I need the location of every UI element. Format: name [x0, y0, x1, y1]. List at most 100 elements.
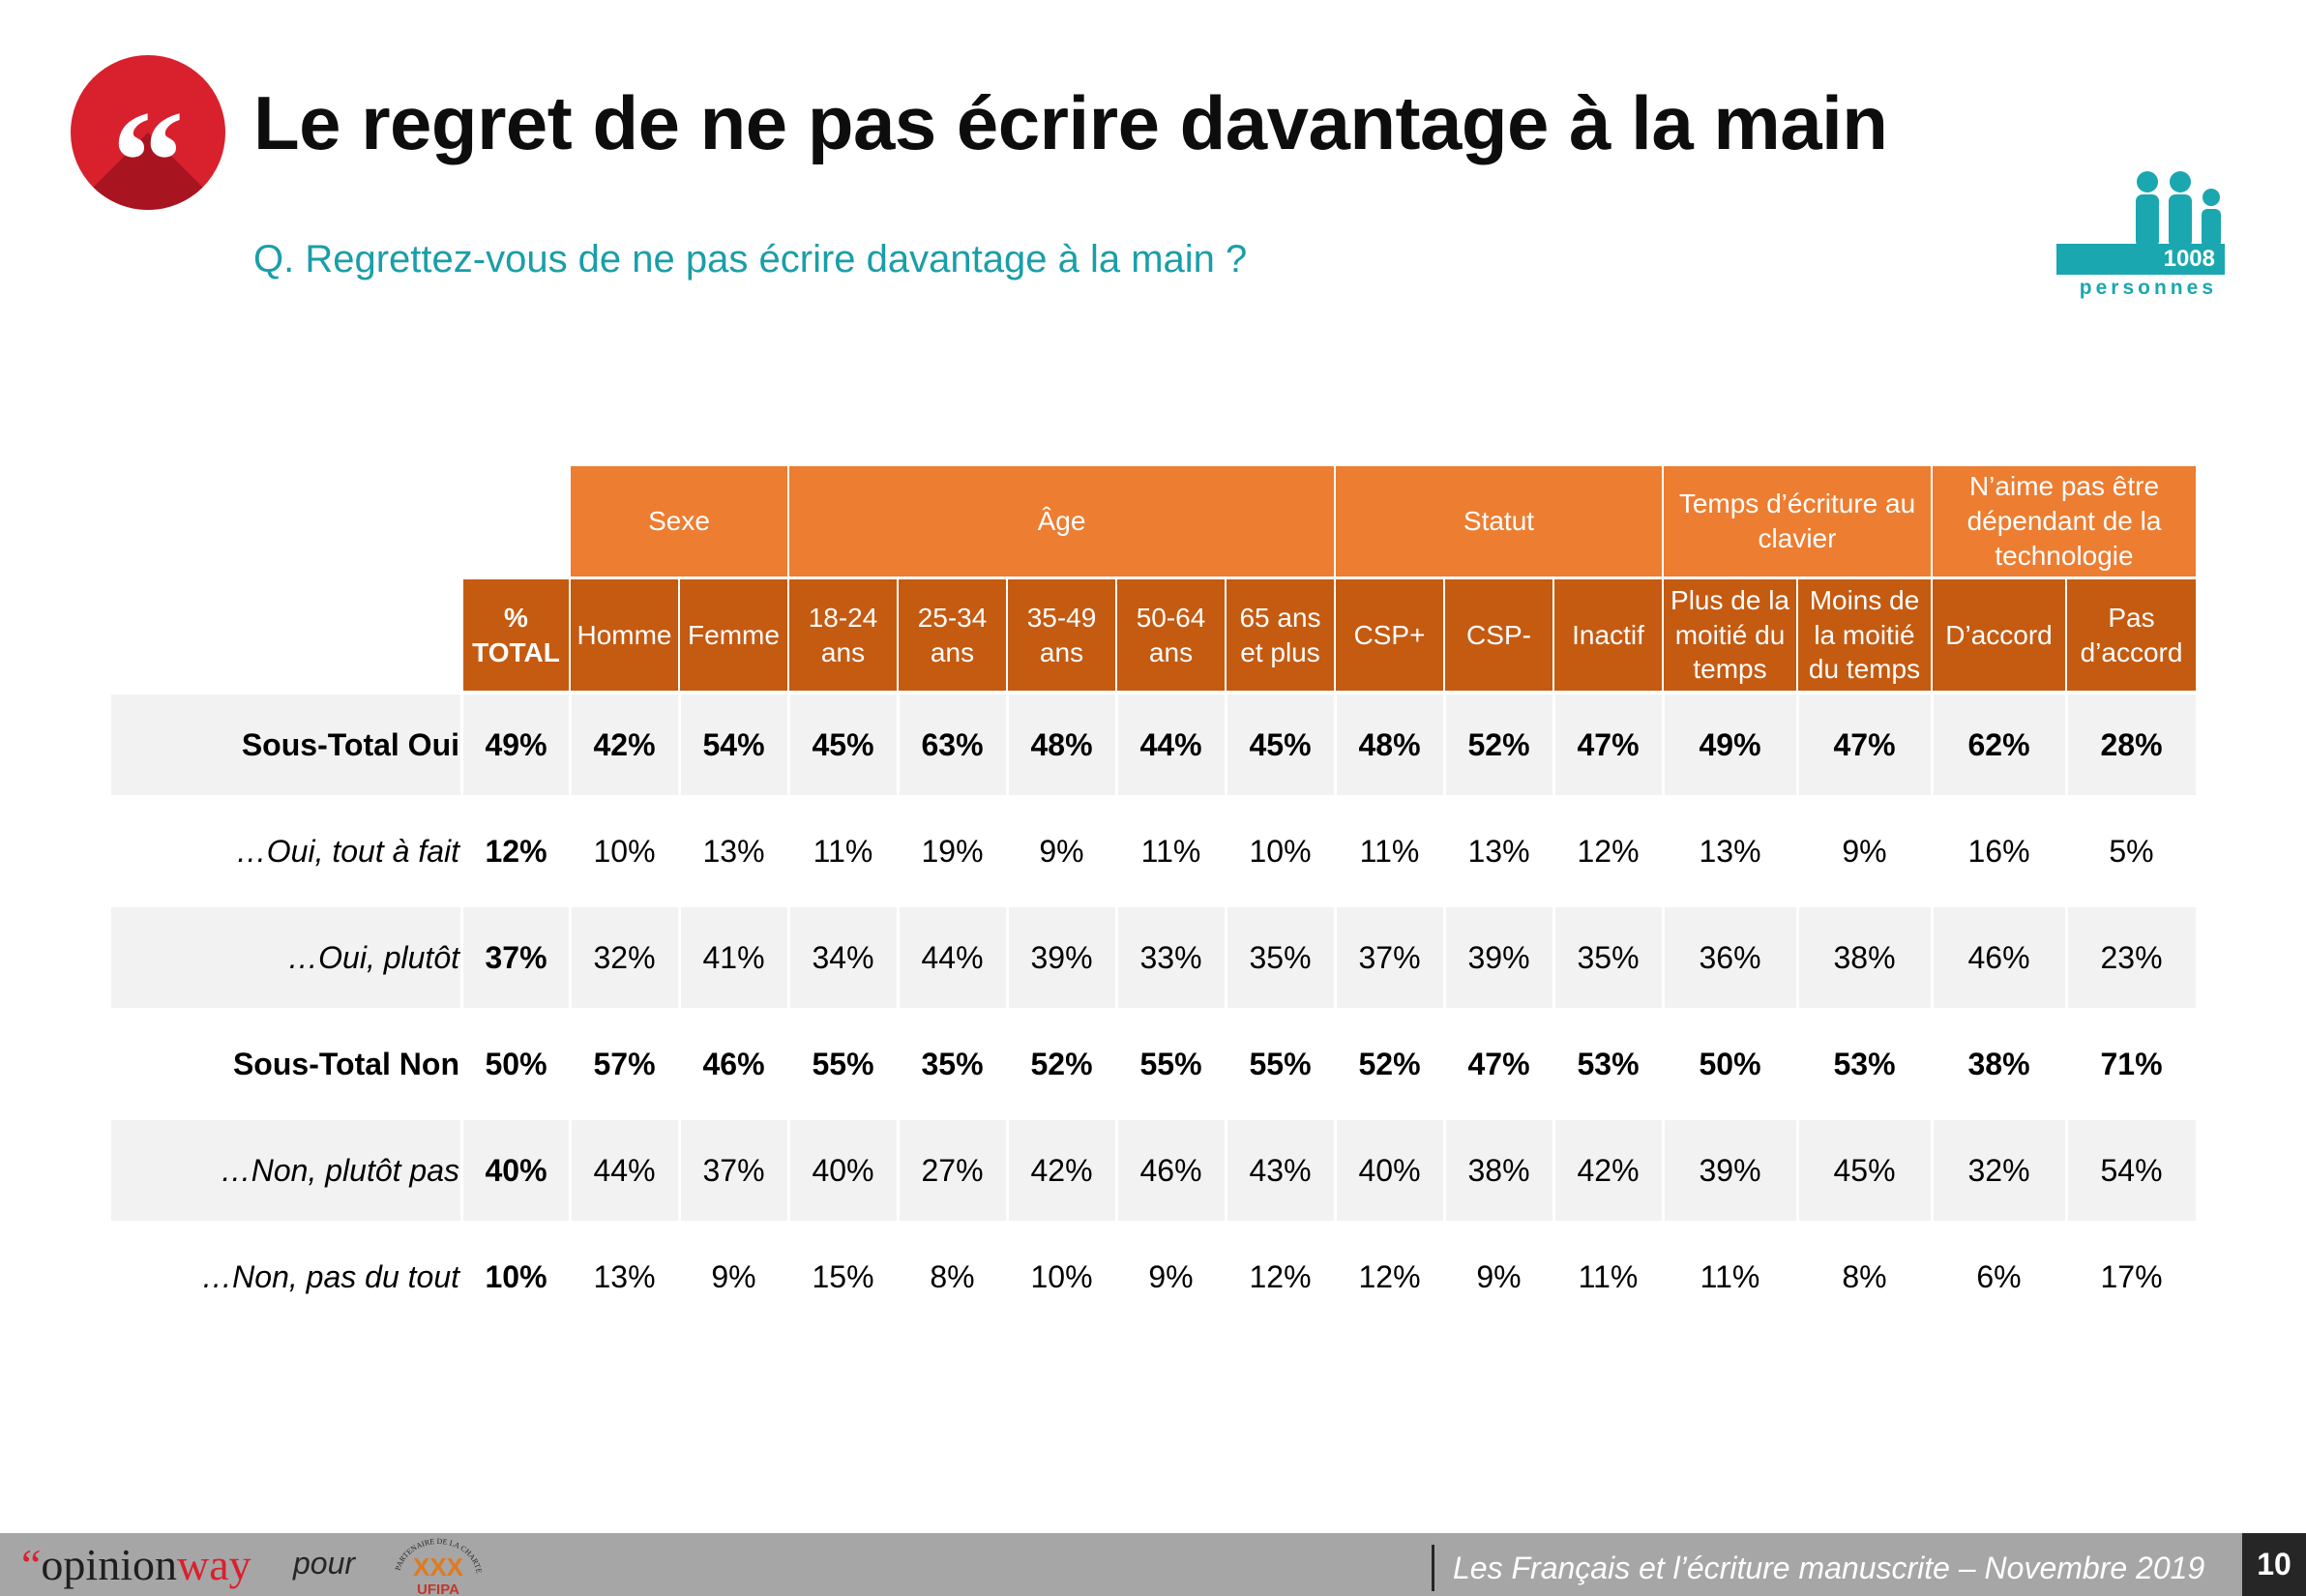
- group-header: N’aime pas être dépendant de la technolo…: [1933, 466, 2196, 576]
- table-cell: 11%: [1140, 833, 1201, 869]
- partner-logo: PARTENAIRE DE LA CHARTE XXX UFIPA: [394, 1537, 484, 1596]
- table-cell: 42%: [1577, 1152, 1640, 1188]
- quote-glyph: “: [111, 81, 185, 210]
- table-cell: 46%: [1967, 939, 2030, 975]
- table-cell: 63%: [921, 726, 984, 762]
- table-cell: 40%: [1358, 1152, 1421, 1188]
- table-cell: 39%: [1699, 1152, 1761, 1188]
- page-title: Le regret de ne pas écrire davantage à l…: [253, 80, 1888, 165]
- table-cell: 46%: [702, 1046, 765, 1081]
- sample-label: personnes: [2079, 277, 2217, 299]
- table-cell: 10%: [593, 833, 656, 869]
- table-row: [111, 695, 2196, 795]
- table-cell: 47%: [1467, 1046, 1530, 1081]
- footer-separator: [1432, 1545, 1434, 1591]
- column-header: 25-34 ans: [899, 579, 1006, 691]
- table-cell: 13%: [1699, 833, 1761, 869]
- table-cell: 45%: [812, 726, 874, 762]
- table-cell: 46%: [1139, 1152, 1202, 1188]
- table-cell: 55%: [1139, 1046, 1202, 1081]
- column-header: D’accord: [1933, 579, 2065, 691]
- table-cell: 40%: [812, 1152, 874, 1188]
- table-cell: 28%: [2100, 726, 2163, 762]
- row-label: Sous-Total Non: [232, 1046, 459, 1081]
- table-cell: 9%: [1039, 833, 1084, 869]
- table-cell: 9%: [1842, 833, 1887, 869]
- group-header: Âge: [789, 466, 1334, 576]
- column-header: Femme: [680, 579, 787, 691]
- table-cell: 45%: [1833, 1152, 1896, 1188]
- column-header: Plus de la moitié du temps: [1664, 579, 1796, 691]
- table-cell: 23%: [2100, 939, 2163, 975]
- table-cell: 37%: [702, 1152, 765, 1188]
- row-label: …Non, plutôt pas: [220, 1152, 459, 1188]
- table-cell: 6%: [1976, 1258, 2022, 1294]
- table-cell: 71%: [2100, 1046, 2163, 1081]
- table-cell: 11%: [1700, 1258, 1760, 1294]
- table-cell: 10%: [1030, 1258, 1093, 1294]
- group-header: Temps d’écriture au clavier: [1664, 466, 1931, 576]
- column-header: Inactif: [1554, 579, 1662, 691]
- column-header: Moins de la moitié du temps: [1798, 579, 1931, 691]
- column-header: CSP+: [1336, 579, 1443, 691]
- row-label: …Non, pas du tout: [201, 1258, 459, 1294]
- table-cell: 16%: [1967, 833, 2030, 869]
- sample-count: 1008: [2163, 246, 2215, 272]
- total-value: 12%: [485, 833, 547, 869]
- table-cell: 55%: [1249, 1046, 1312, 1081]
- group-header: Sexe: [571, 466, 787, 576]
- quote-icon: “: [71, 55, 225, 210]
- table-cell: 9%: [711, 1258, 756, 1294]
- table-cell: 39%: [1467, 939, 1530, 975]
- table-cell: 53%: [1577, 1046, 1640, 1081]
- footer-caption: Les Français et l’écriture manuscrite – …: [1453, 1551, 2205, 1585]
- row-label: …Oui, tout à fait: [235, 833, 459, 869]
- table-cell: 49%: [1699, 726, 1761, 762]
- column-header: 18-24 ans: [789, 579, 897, 691]
- table-cell: 55%: [812, 1046, 874, 1081]
- table-cell: 54%: [702, 726, 765, 762]
- table-row: [111, 907, 2196, 1008]
- table-cell: 15%: [812, 1258, 874, 1294]
- table-cell: 8%: [1842, 1258, 1887, 1294]
- svg-text:UFIPA: UFIPA: [417, 1581, 459, 1596]
- table-cell: 41%: [702, 939, 765, 975]
- table-cell: 48%: [1358, 726, 1421, 762]
- table-cell: 53%: [1833, 1046, 1896, 1081]
- results-table: Sexe Âge Statut Temps d’écriture au clavier…: [111, 466, 2196, 1294]
- table-cell: 8%: [930, 1258, 975, 1294]
- table-cell: 52%: [1467, 726, 1530, 762]
- table-cell: 35%: [1249, 939, 1312, 975]
- total-value: 40%: [485, 1152, 547, 1188]
- table-cell: 11%: [1578, 1258, 1639, 1294]
- table-cell: 37%: [1358, 939, 1421, 975]
- table-cell: 52%: [1030, 1046, 1093, 1081]
- table-cell: 32%: [1967, 1152, 2030, 1188]
- table-cell: 35%: [1577, 939, 1640, 975]
- table-cell: 43%: [1249, 1152, 1312, 1188]
- table-cell: 33%: [1139, 939, 1202, 975]
- table-cell: 44%: [593, 1152, 656, 1188]
- table-cell: 27%: [921, 1152, 984, 1188]
- row-label: Sous-Total Oui: [241, 726, 459, 762]
- table-cell: 19%: [921, 833, 984, 869]
- table-cell: 9%: [1476, 1258, 1522, 1294]
- column-header: 35-49 ans: [1008, 579, 1115, 691]
- group-header: Statut: [1336, 466, 1662, 576]
- people-icon: [2136, 171, 2221, 248]
- table-cell: 38%: [1833, 939, 1896, 975]
- table-cell: 42%: [593, 726, 656, 762]
- table-cell: 39%: [1030, 939, 1093, 975]
- table-cell: 11%: [813, 833, 873, 869]
- table-cell: 54%: [2100, 1152, 2163, 1188]
- total-value: 10%: [485, 1258, 547, 1294]
- table-cell: 42%: [1030, 1152, 1093, 1188]
- table-cell: 62%: [1967, 726, 2030, 762]
- table-cell: 12%: [1358, 1258, 1421, 1294]
- table-cell: 13%: [702, 833, 765, 869]
- table-cell: 38%: [1967, 1046, 2030, 1081]
- total-header: % TOTAL: [463, 579, 569, 691]
- footer-bar: [0, 1533, 2306, 1596]
- table-cell: 44%: [921, 939, 984, 975]
- table-cell: 17%: [2100, 1258, 2163, 1294]
